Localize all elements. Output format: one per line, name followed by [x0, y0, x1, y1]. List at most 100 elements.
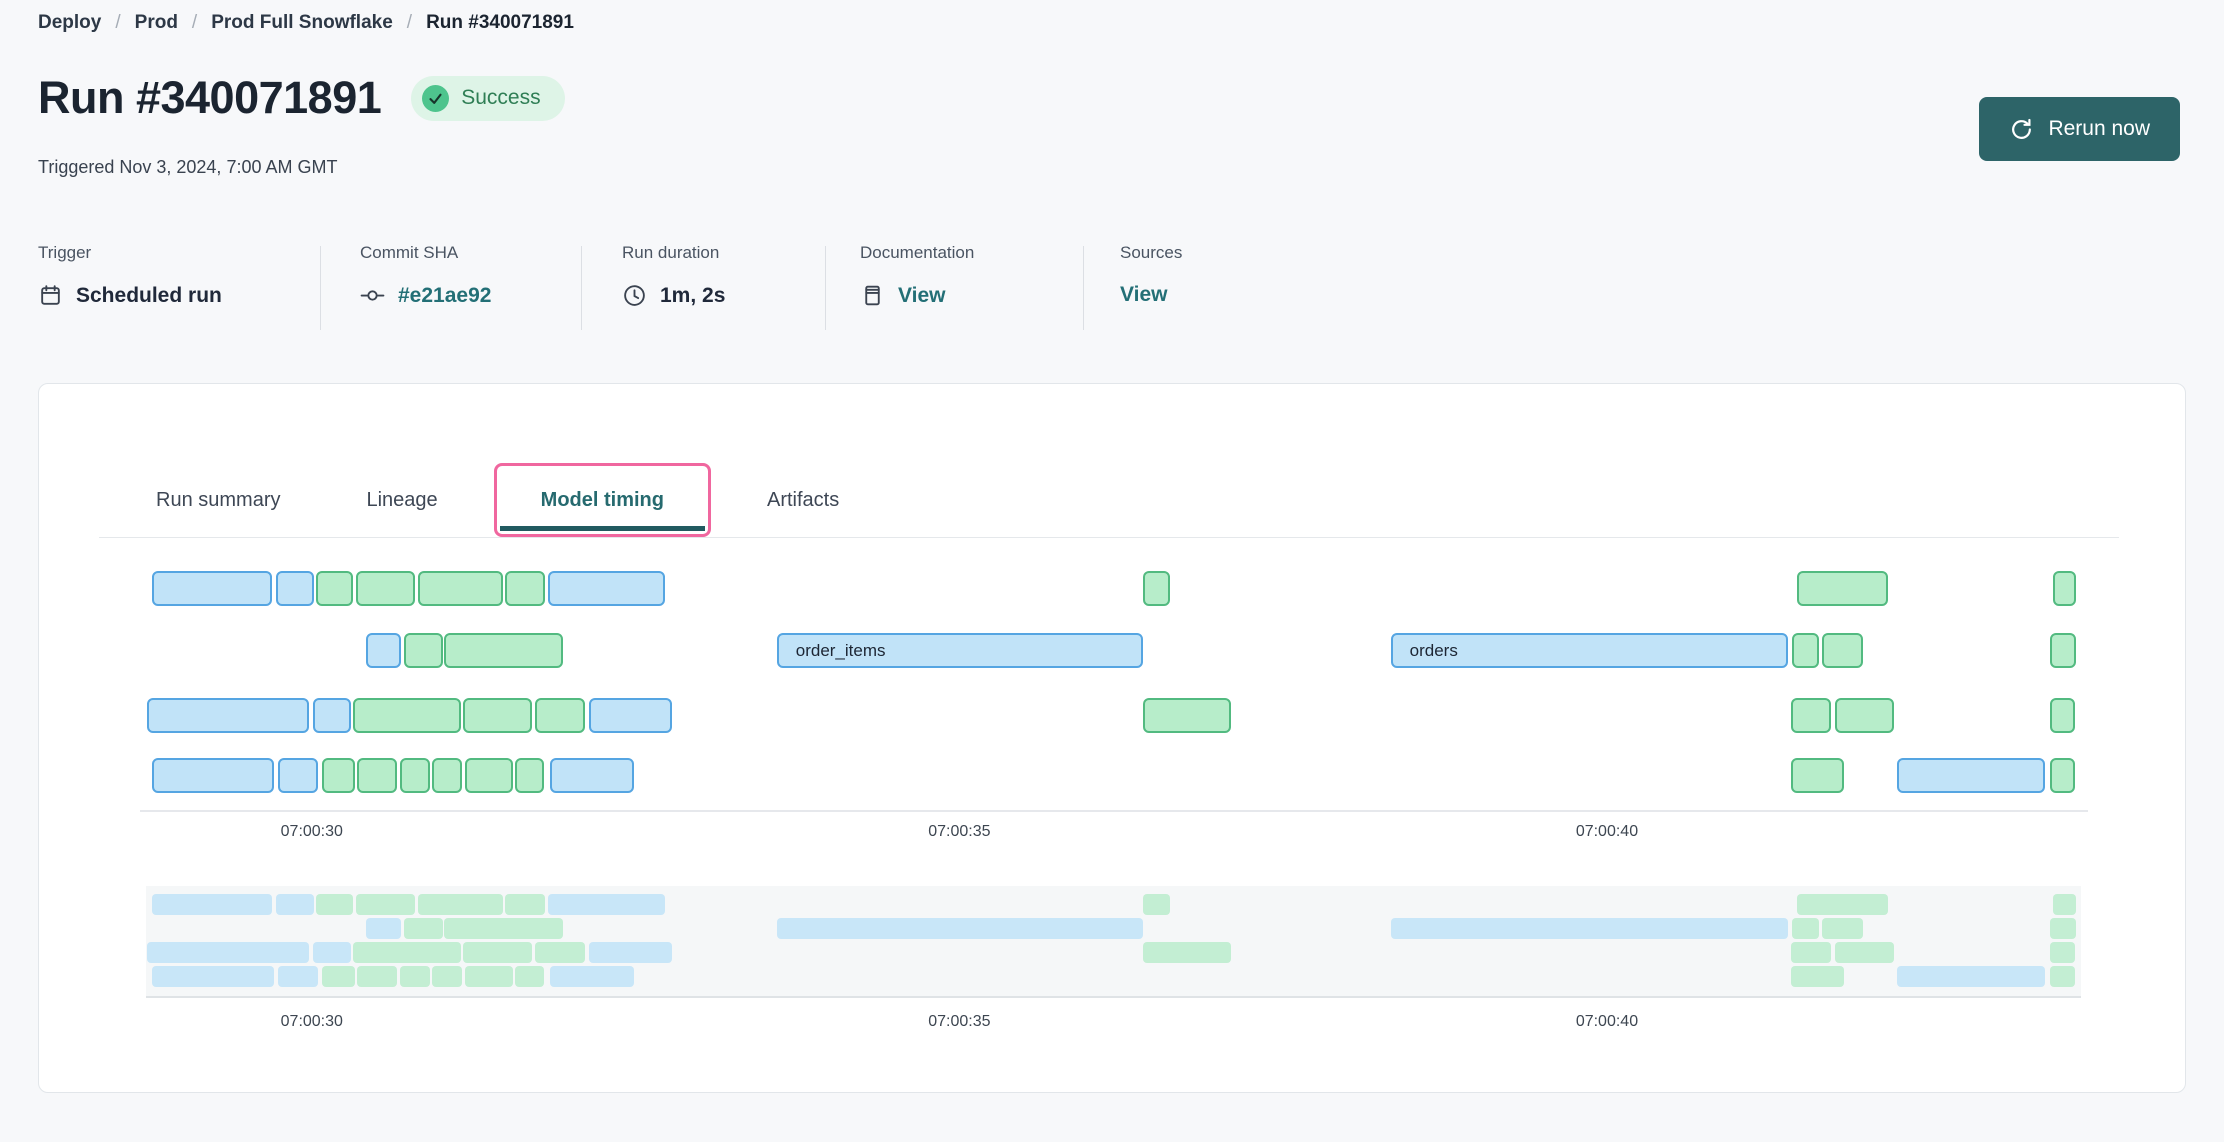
- gantt-bar: [1897, 966, 2045, 987]
- meta-label: Sources: [1120, 243, 1183, 262]
- commit-sha-link[interactable]: #e21ae92: [398, 283, 492, 307]
- gantt-bar[interactable]: [322, 758, 355, 793]
- gantt-bar[interactable]: [1897, 758, 2045, 793]
- gantt-bar: [1821, 918, 1864, 939]
- gantt-bar: [2049, 942, 2075, 963]
- meta-commit-sha: Commit SHA #e21ae92: [360, 243, 491, 308]
- gantt-bar: [588, 942, 672, 963]
- gantt-bar[interactable]: [1797, 571, 1888, 606]
- gantt-bar: [443, 918, 564, 939]
- meta-documentation: Documentation View: [860, 243, 974, 308]
- meta-divider: [581, 246, 582, 330]
- gantt-bar[interactable]: [1821, 633, 1864, 668]
- gantt-bar[interactable]: [275, 571, 315, 606]
- gantt-bar[interactable]: [417, 571, 504, 606]
- gantt-bar[interactable]: [504, 571, 545, 606]
- gantt-bar[interactable]: [515, 758, 544, 793]
- clock-icon: [622, 283, 647, 308]
- gantt-bar: [534, 942, 586, 963]
- gantt-bar[interactable]: [443, 633, 564, 668]
- gantt-bar[interactable]: [464, 758, 513, 793]
- gantt-axis-ticks: 07:00:30 07:00:35 07:00:40: [146, 823, 2081, 847]
- gantt-bar[interactable]: [147, 698, 310, 733]
- gantt-bar[interactable]: [353, 698, 461, 733]
- gantt-bar: [463, 942, 532, 963]
- gantt-bar-orders[interactable]: orders: [1390, 633, 1789, 668]
- gantt-axis-line: [140, 810, 2088, 812]
- breadcrumb-prod[interactable]: Prod: [134, 12, 178, 33]
- tab-run-summary[interactable]: Run summary: [156, 488, 281, 511]
- rerun-now-label: Rerun now: [2048, 117, 2150, 140]
- sources-view-link[interactable]: View: [1120, 283, 1168, 306]
- axis-tick-label: 07:00:35: [928, 1013, 991, 1030]
- gantt-bar[interactable]: [1790, 758, 1844, 793]
- gantt-bar[interactable]: [547, 571, 666, 606]
- gantt-bar[interactable]: [366, 633, 402, 668]
- gantt-bar[interactable]: [1790, 698, 1832, 733]
- gantt-bar: [357, 966, 398, 987]
- axis-tick-label: 07:00:40: [1575, 1013, 1639, 1030]
- tab-lineage[interactable]: Lineage: [366, 488, 438, 511]
- tab-artifacts[interactable]: Artifacts: [767, 488, 840, 511]
- gantt-bar[interactable]: [315, 571, 354, 606]
- gantt-bar[interactable]: [550, 758, 635, 793]
- axis-tick-label: 07:00:40: [1575, 823, 1639, 840]
- gantt-bar: [1143, 942, 1232, 963]
- breadcrumb-job[interactable]: Prod Full Snowflake: [211, 12, 393, 33]
- gantt-bar[interactable]: [152, 571, 272, 606]
- gantt-bar[interactable]: [355, 571, 416, 606]
- gantt-bar: [2049, 918, 2076, 939]
- gantt-bar: [1792, 918, 1820, 939]
- rerun-refresh-icon: [2009, 117, 2034, 142]
- gantt-plot-area: order_items orders: [146, 571, 2081, 871]
- breadcrumb-deploy[interactable]: Deploy: [38, 12, 102, 33]
- gantt-bar: [1797, 894, 1888, 915]
- documentation-view-link[interactable]: View: [898, 283, 946, 307]
- triggered-timestamp: Triggered Nov 3, 2024, 7:00 AM GMT: [38, 157, 338, 177]
- gantt-bar[interactable]: [403, 633, 443, 668]
- gantt-bar: [313, 942, 351, 963]
- gantt-bar-order_items[interactable]: order_items: [776, 633, 1144, 668]
- axis-tick-label: 07:00:30: [280, 823, 343, 840]
- status-badge-label: Success: [461, 86, 541, 109]
- rerun-now-button[interactable]: Rerun now: [1979, 97, 2180, 161]
- gantt-bar[interactable]: [2052, 571, 2076, 606]
- gantt-bar: [147, 942, 310, 963]
- meta-divider: [1083, 246, 1084, 330]
- gantt-bar: [322, 966, 355, 987]
- commit-icon: [360, 283, 385, 308]
- axis-tick-label: 07:00:30: [280, 1013, 343, 1030]
- model-timing-overview-brush[interactable]: [146, 886, 2081, 998]
- gantt-bar: [1790, 966, 1844, 987]
- gantt-bar[interactable]: [1792, 633, 1820, 668]
- gantt-bar-label: orders: [1409, 640, 1458, 660]
- gantt-bar[interactable]: [534, 698, 586, 733]
- gantt-bar[interactable]: [357, 758, 398, 793]
- gantt-bar[interactable]: [1143, 571, 1171, 606]
- gantt-bar[interactable]: [399, 758, 430, 793]
- gantt-bar[interactable]: [2049, 698, 2075, 733]
- gantt-bar[interactable]: [2049, 633, 2076, 668]
- breadcrumb-separator: /: [191, 12, 198, 33]
- tab-model-timing[interactable]: Model timing: [493, 463, 711, 537]
- gantt-bar: [399, 966, 430, 987]
- gantt-bar: [550, 966, 635, 987]
- gantt-bar[interactable]: [463, 698, 532, 733]
- gantt-bar[interactable]: [1143, 698, 1232, 733]
- meta-trigger: Trigger Scheduled run: [38, 243, 222, 308]
- gantt-bar: [417, 894, 504, 915]
- meta-label: Trigger: [38, 243, 92, 262]
- gantt-bar: [1834, 942, 1895, 963]
- gantt-bar[interactable]: [152, 758, 275, 793]
- gantt-bar[interactable]: [432, 758, 463, 793]
- meta-label: Documentation: [860, 243, 975, 262]
- gantt-bar[interactable]: [1834, 698, 1895, 733]
- gantt-bar[interactable]: [313, 698, 351, 733]
- tab-bar: Run summary Lineage Model timing Artifac…: [99, 388, 2119, 538]
- calendar-icon: [38, 283, 63, 308]
- gantt-bar: [315, 894, 354, 915]
- gantt-bar[interactable]: [2049, 758, 2075, 793]
- gantt-bar[interactable]: [278, 758, 319, 793]
- gantt-bar[interactable]: [588, 698, 672, 733]
- gantt-bar: [355, 894, 416, 915]
